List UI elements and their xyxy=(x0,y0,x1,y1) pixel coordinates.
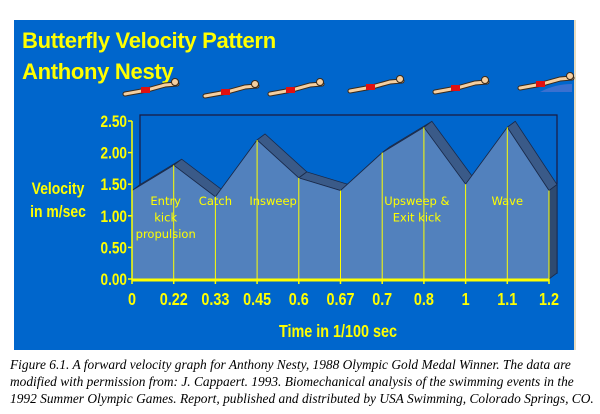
y-tick-label: 0.50 xyxy=(101,239,127,258)
swimmer-head xyxy=(566,72,574,80)
swimmer-trunks xyxy=(141,87,150,93)
x-tick-label: 0 xyxy=(128,290,136,310)
y-tick-label: 0.00 xyxy=(101,271,127,290)
x-tick-label: 0.6 xyxy=(289,290,309,310)
swimmer-head xyxy=(171,78,179,86)
swimmer-head xyxy=(316,78,324,86)
y-tick-label: 2.00 xyxy=(101,144,127,163)
swimmer-head xyxy=(396,75,404,83)
swimmer-trunks xyxy=(286,87,295,93)
phase-label: Insweep xyxy=(249,194,297,208)
swimmer-figure xyxy=(432,76,490,95)
y-tick-label: 2.50 xyxy=(101,113,127,132)
x-tick-label: 0.33 xyxy=(201,290,229,310)
phase-label: Wave xyxy=(492,194,524,208)
x-tick-label: 0.7 xyxy=(372,290,392,310)
phase-label: propulsion xyxy=(136,227,196,241)
phase-label: Catch xyxy=(199,194,232,208)
swimmer-body xyxy=(348,79,404,93)
y-axis-label: in m/sec xyxy=(30,203,86,222)
swimmer-trunks xyxy=(221,89,230,95)
x-tick-label: 1.1 xyxy=(497,290,517,310)
y-axis-label: Velocity xyxy=(32,180,85,199)
chart-title: Butterfly Velocity Pattern xyxy=(22,28,276,53)
x-tick-label: 0.45 xyxy=(243,290,271,310)
swimmer-figure xyxy=(267,78,325,97)
chart-subtitle: Anthony Nesty xyxy=(22,59,174,84)
swimmer-figure xyxy=(347,75,405,94)
swimmer-body xyxy=(518,76,574,90)
x-axis-label: Time in 1/100 sec xyxy=(279,322,397,342)
swimmer-head xyxy=(481,76,489,84)
phase-label: Entry xyxy=(150,194,181,208)
x-tick-label: 0.22 xyxy=(160,290,188,310)
swimmer-trunks xyxy=(536,81,545,87)
x-tick-label: 1.2 xyxy=(539,290,559,310)
swimmer-body xyxy=(123,82,179,96)
swimmer-body xyxy=(203,84,259,98)
swimmer-head xyxy=(251,80,259,88)
x-tick-label: 1 xyxy=(462,290,470,310)
phase-label: Upsweep & xyxy=(384,194,449,208)
x-tick-label: 0.8 xyxy=(414,290,434,310)
swimmer-body xyxy=(433,80,489,94)
swimmer-figure xyxy=(122,78,180,97)
swimmer-trunks xyxy=(451,85,460,91)
swimmer-trunks xyxy=(366,84,375,90)
swimmer-body xyxy=(268,82,324,96)
area-side-face xyxy=(548,183,558,280)
x-tick-label: 0.67 xyxy=(326,290,354,310)
phase-label: kick xyxy=(154,211,177,225)
swimmer-figure xyxy=(202,80,260,99)
figure-caption: Figure 6.1. A forward velocity graph for… xyxy=(10,357,594,406)
phase-label: Exit kick xyxy=(393,211,442,225)
swimmer-figure xyxy=(517,72,575,91)
y-tick-label: 1.50 xyxy=(101,176,127,195)
water-wave xyxy=(540,84,572,92)
y-tick-label: 1.00 xyxy=(101,207,127,226)
